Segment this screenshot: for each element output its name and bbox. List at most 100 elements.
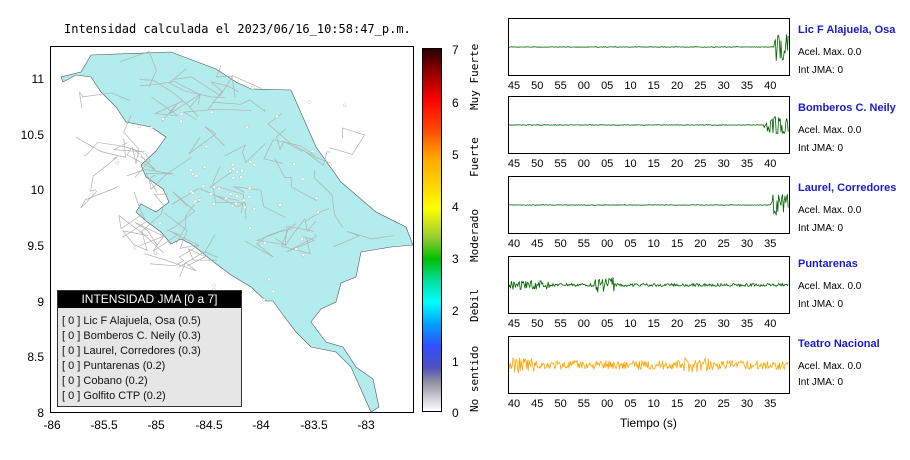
station-marker (231, 176, 236, 180)
station-marker (204, 144, 209, 149)
road-line (188, 126, 225, 155)
station-marker (239, 175, 243, 179)
station-name: Bomberos C. Neily (798, 102, 896, 114)
road-line (149, 244, 200, 267)
waveform-trace (509, 116, 789, 135)
station-marker (252, 163, 257, 167)
station-marker (316, 210, 320, 214)
colorbar-category: Muy Fuerte (468, 43, 481, 110)
road-line (161, 93, 201, 122)
waveform-tick-label: 35 (764, 238, 777, 250)
station-marker (191, 191, 195, 195)
waveform-tick-label: 40 (764, 158, 777, 170)
station-marker (243, 205, 247, 210)
legend-item: [ 0 ] Cobano (0.2) (62, 375, 148, 387)
station-acel: Acel. Max. 0.0 (798, 125, 862, 136)
waveform-tick-label: 05 (601, 80, 614, 92)
waveform-tick-label: 15 (647, 80, 660, 92)
station-marker (179, 119, 183, 123)
road-line (333, 231, 394, 248)
waveform-tick-label: 10 (647, 238, 660, 250)
waveform-panel[interactable] (508, 18, 790, 76)
waveform-trace (509, 34, 789, 61)
waveform-tick-label: 25 (694, 318, 707, 330)
station-int: Int JMA: 0 (798, 223, 844, 234)
station-marker (231, 162, 235, 167)
waveform-panel[interactable] (508, 336, 790, 394)
station-name: Puntarenas (798, 258, 858, 270)
station-marker (262, 298, 266, 302)
waveform-tick-label: 05 (601, 158, 614, 170)
waveform-panel[interactable] (508, 256, 790, 314)
waveform-tick-label: 05 (624, 398, 637, 410)
x-tick: -84.5 (195, 418, 223, 432)
road-line (274, 158, 317, 201)
waveform-tick-label: 35 (740, 158, 754, 170)
road-line (90, 156, 118, 192)
waveform-tick-label: 10 (624, 158, 637, 170)
waveform-tick-label: 50 (531, 80, 544, 92)
road-line (152, 230, 180, 252)
x-tick: -84 (252, 418, 270, 432)
station-marker (307, 100, 311, 104)
road-line (118, 214, 165, 254)
station-marker (217, 186, 221, 191)
colorbar-tick: 7 (452, 43, 459, 57)
station-marker (161, 117, 165, 121)
station-int: Int JMA: 0 (798, 143, 844, 154)
waveform-tick-label: 35 (740, 80, 754, 92)
waveform-tick-label: 15 (647, 318, 660, 330)
road-line (163, 212, 200, 249)
station-marker (194, 174, 199, 178)
waveform-tick-label: 55 (554, 158, 567, 170)
waveform-tick-label: 55 (554, 318, 567, 330)
station-marker (271, 289, 276, 294)
waveform-tick-label: 20 (670, 158, 684, 170)
station-marker (212, 202, 216, 206)
road-line (255, 228, 293, 246)
waveform-tick-label: 10 (647, 398, 660, 410)
station-acel: Acel. Max. 0.0 (798, 205, 862, 216)
road-line (244, 229, 286, 258)
road-line (139, 81, 201, 109)
x-tick: -83 (357, 418, 375, 432)
waveform-tick-label: 20 (670, 80, 684, 92)
colorbar-category: Debil (468, 288, 481, 322)
waveform-tick-label: 45 (507, 158, 521, 170)
road-line (233, 186, 286, 218)
waveform-tick-label: 20 (694, 398, 707, 410)
waveform-panel[interactable] (508, 176, 790, 234)
station-int: Int JMA: 0 (798, 377, 844, 388)
station-marker (292, 162, 296, 166)
waveform-tick-label: 30 (717, 158, 730, 170)
y-tick: 9 (37, 295, 44, 309)
x-tick: -83.5 (300, 418, 328, 432)
station-marker (248, 226, 252, 230)
road-line (75, 136, 126, 158)
waveform-tick-label: 25 (717, 238, 730, 250)
station-marker (138, 153, 142, 157)
station-marker (209, 110, 214, 114)
road-line (151, 96, 183, 117)
waveform-tick-label: 50 (531, 158, 544, 170)
road-line (119, 51, 157, 88)
waveform-line (509, 34, 789, 61)
road-line (139, 79, 199, 117)
road-line (314, 170, 343, 228)
waveform-line (509, 356, 789, 374)
waveform-tick-label: 40 (764, 80, 777, 92)
station-acel: Acel. Max. 0.0 (798, 281, 862, 292)
road-line (126, 147, 156, 171)
road-line (79, 91, 131, 109)
waveform-tick-label: 00 (577, 80, 591, 92)
station-marker (247, 195, 252, 199)
station-marker (300, 177, 305, 181)
station-marker (143, 150, 147, 154)
waveform-panel[interactable] (508, 96, 790, 154)
station-marker (228, 169, 232, 173)
waveform-tick-label: 25 (694, 80, 707, 92)
waveform-tick-label: 10 (624, 80, 637, 92)
waveform-line (509, 277, 789, 293)
station-marker (263, 241, 267, 245)
land-shape (60, 51, 413, 412)
